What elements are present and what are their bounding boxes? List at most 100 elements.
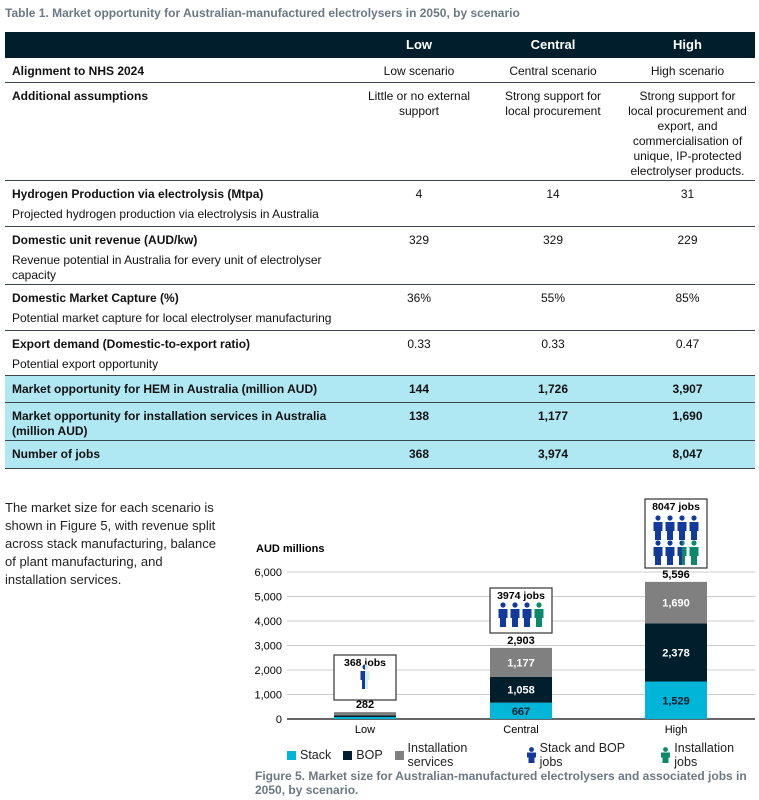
bar-total-label: 282 xyxy=(356,699,374,711)
cell-low: 0.33 xyxy=(407,337,431,351)
cell-central: 0.33 xyxy=(541,337,565,351)
row-description: Revenue potential in Australia for every… xyxy=(12,253,322,282)
cell-central: 1,177 xyxy=(537,409,569,423)
figure-caption: Figure 5. Market size for Australian-man… xyxy=(255,769,747,797)
bar-value-label: 667 xyxy=(512,706,530,718)
person-icon xyxy=(689,540,699,565)
jobs-label: 8047 jobs xyxy=(652,501,700,513)
person-icon xyxy=(653,540,663,565)
cell-central: Strong support for local procurement xyxy=(504,89,602,118)
jobs-label: 3974 jobs xyxy=(497,590,545,602)
legend-item: Stack and BOP jobs xyxy=(526,741,650,769)
bar-stack-central xyxy=(490,702,552,719)
x-tick-label: Central xyxy=(503,724,538,736)
market-opportunity-table: Low Central High Alignment to NHS 2024 Lo… xyxy=(5,32,755,469)
bar-bop-high xyxy=(645,623,707,682)
legend-label: Stack xyxy=(300,748,332,762)
row-label: Export demand (Domestic-to-export ratio) xyxy=(12,337,251,351)
row-label: Number of jobs xyxy=(12,447,101,461)
cell-central: Central scenario xyxy=(509,64,597,78)
person-icon xyxy=(510,602,520,627)
table-header-row: Low Central High xyxy=(5,32,755,58)
person-icon xyxy=(665,540,675,565)
x-tick-label: Low xyxy=(355,724,375,736)
cell-central: 329 xyxy=(542,233,564,247)
person-icon xyxy=(689,515,699,540)
table-row: Export demand (Domestic-to-export ratio)… xyxy=(5,331,755,376)
cell-low: 368 xyxy=(408,447,430,461)
person-icon xyxy=(661,747,671,763)
cell-high: Strong support for local procurement and… xyxy=(628,89,747,178)
legend-swatch xyxy=(287,750,296,760)
header-low: Low xyxy=(406,37,432,52)
bar-value-label: 2,378 xyxy=(662,647,690,659)
bar-installation-services-central xyxy=(490,647,552,677)
y-tick-label: 0 xyxy=(276,714,282,726)
cell-low: 36% xyxy=(406,291,432,305)
row-description: Projected hydrogen production via electr… xyxy=(12,207,319,221)
bar-total-label: 5,596 xyxy=(662,569,690,581)
body-paragraph: The market size for each scenario is sho… xyxy=(5,500,216,587)
legend-swatch xyxy=(343,750,353,760)
row-label: Market opportunity for installation serv… xyxy=(12,409,327,438)
y-axis-label: AUD millions xyxy=(256,543,324,555)
cell-high: 85% xyxy=(675,291,700,305)
person-icon xyxy=(665,515,675,540)
table-row: Number of jobs 368 3,974 8,047 xyxy=(5,441,755,469)
jobs-label: 368 jobs xyxy=(344,657,386,669)
cell-central: 1,726 xyxy=(537,382,569,396)
person-icon xyxy=(677,540,687,565)
table-title: Table 1. Market opportunity for Australi… xyxy=(5,6,520,20)
bar-value-label: 1,529 xyxy=(662,695,690,707)
cell-low: 4 xyxy=(415,187,423,201)
table-row: Domestic unit revenue (AUD/kw) Revenue po… xyxy=(5,227,755,285)
person-icon xyxy=(653,515,663,540)
legend-item: Stack xyxy=(287,748,331,762)
header-central: Central xyxy=(530,37,576,52)
cell-high: 8,047 xyxy=(672,447,703,461)
cell-high: 229 xyxy=(677,233,698,247)
row-label: Market opportunity for HEM in Australia … xyxy=(12,382,318,396)
x-tick-label: High xyxy=(665,724,688,736)
y-tick-label: 3,000 xyxy=(254,641,282,653)
bar-stack-low xyxy=(334,717,396,719)
bar-installation-services-high xyxy=(645,581,707,624)
cell-low: 138 xyxy=(408,409,430,423)
cell-high: 31 xyxy=(680,187,695,201)
row-description: Potential market capture for local elect… xyxy=(12,311,332,325)
person-icon xyxy=(677,515,687,540)
cell-low: 144 xyxy=(408,382,430,396)
cell-low: 329 xyxy=(408,233,430,247)
legend-swatch xyxy=(394,750,404,760)
cell-low: Little or no external support xyxy=(367,89,471,118)
legend-label: BOP xyxy=(356,748,383,762)
table-row: Market opportunity for HEM in Australia … xyxy=(5,376,755,403)
person-icon xyxy=(498,602,508,627)
table-row: Domestic Market Capture (%) Potential mar… xyxy=(5,285,755,331)
header-high: High xyxy=(673,37,702,52)
row-label: Domestic unit revenue (AUD/kw) xyxy=(12,233,198,247)
bar-bop-central xyxy=(490,676,552,703)
person-icon xyxy=(534,602,544,627)
cell-high: 1,690 xyxy=(672,409,703,423)
row-label: Domestic Market Capture (%) xyxy=(12,291,179,305)
row-label: Alignment to NHS 2024 xyxy=(12,64,145,78)
legend-item: Installation jobs xyxy=(661,741,759,769)
person-icon xyxy=(522,602,532,627)
bar-installation-services-low xyxy=(334,712,396,716)
y-tick-label: 5,000 xyxy=(254,592,282,604)
chart-legend: Stack BOP Installation services Stack and B… xyxy=(287,741,759,769)
cell-central: 3,974 xyxy=(537,447,569,461)
y-tick-label: 2,000 xyxy=(254,665,282,677)
cell-high: 3,907 xyxy=(672,382,703,396)
bar-value-label: 1,177 xyxy=(507,657,535,669)
cell-high: 0.47 xyxy=(675,337,700,351)
y-tick-label: 6,000 xyxy=(254,567,282,579)
bar-bop-low xyxy=(334,715,396,718)
legend-label: Installation jobs xyxy=(674,741,735,769)
cell-high: High scenario xyxy=(650,64,725,78)
bar-total-label: 2,903 xyxy=(507,635,535,647)
row-label: Additional assumptions xyxy=(12,89,149,103)
row-description: Potential export opportunity xyxy=(12,357,159,371)
